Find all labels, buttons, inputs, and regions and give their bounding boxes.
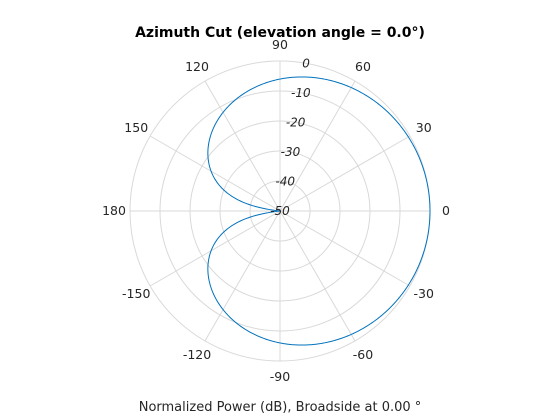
radial-tick-label: -50 <box>270 204 290 218</box>
radial-tick-label: 0 <box>302 56 310 70</box>
grid-spoke <box>279 80 356 212</box>
angle-tick-label: 90 <box>272 37 288 52</box>
series-layer <box>207 76 431 346</box>
grid-spoke <box>279 135 411 212</box>
grid-spoke <box>279 210 411 287</box>
angle-tick-label: 60 <box>355 59 371 74</box>
radial-tick-label: -10 <box>291 86 311 100</box>
radial-tick-label: -20 <box>286 115 306 129</box>
angle-tick-label: -30 <box>414 286 434 301</box>
tick-labels: 0 30 60 90 120 150 180 -150 -120 -90 -60 -30 0 -10 -20… <box>102 37 450 384</box>
chart-title: Azimuth Cut (elevation angle = 0.0°) <box>135 25 425 41</box>
angle-tick-label: 120 <box>185 59 209 74</box>
angle-tick-label: -60 <box>353 347 373 362</box>
grid-spoke <box>204 210 281 342</box>
grid-spoke <box>149 135 281 212</box>
radial-tick-label: -30 <box>281 145 301 159</box>
x-axis-label: Normalized Power (dB), Broadside at 0.00… <box>139 400 422 415</box>
series-line <box>207 76 431 346</box>
angle-tick-label: -150 <box>122 286 150 301</box>
angle-tick-label: -90 <box>270 369 290 384</box>
grid-spoke <box>149 210 281 287</box>
radial-tick-label: -40 <box>275 174 295 188</box>
angle-tick-label: -120 <box>183 347 211 362</box>
grid-spoke <box>204 80 281 212</box>
angle-tick-label: 150 <box>124 120 148 135</box>
angle-tick-label: 30 <box>416 120 432 135</box>
angle-tick-label: 180 <box>102 203 126 218</box>
angle-tick-label: 0 <box>442 203 450 218</box>
grid-spoke <box>279 210 356 342</box>
